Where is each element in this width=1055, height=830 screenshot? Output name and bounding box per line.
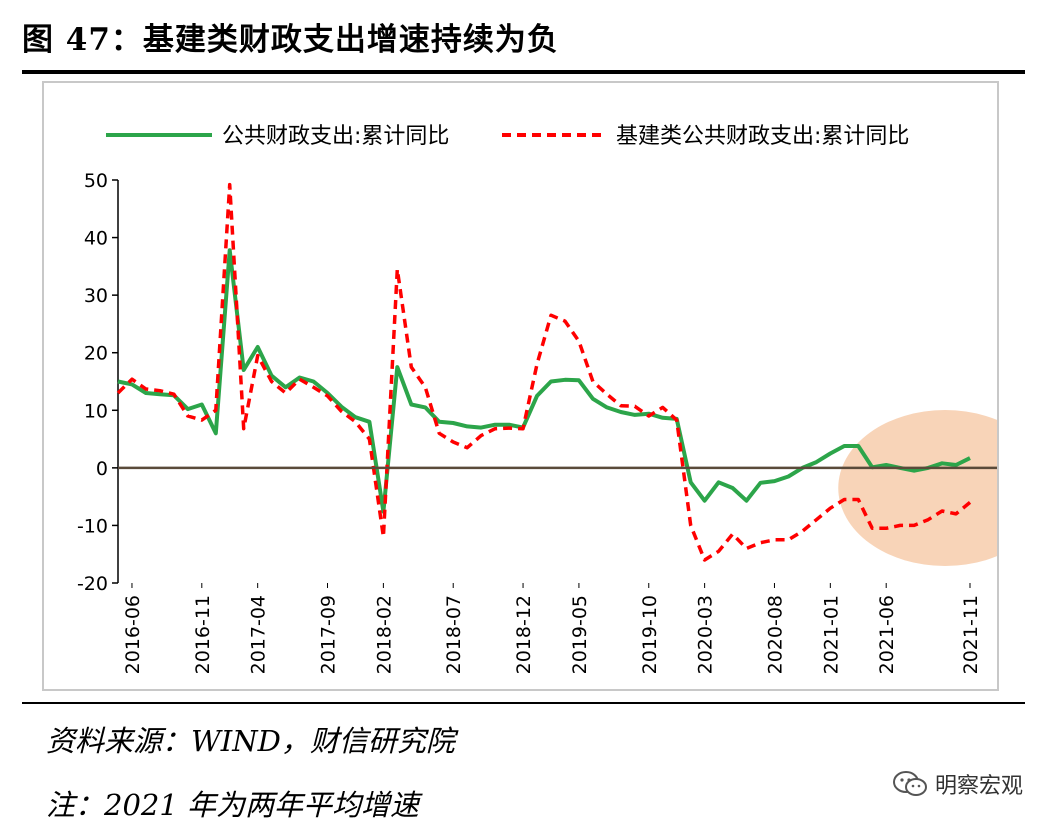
bottom-rule [22,702,1025,704]
series-line-1 [117,248,971,514]
title-rule [22,70,1025,74]
series-line-2 [116,182,972,562]
x-tick-label: 2021-11 [960,595,982,674]
figure-title: 图 47：基建类财政支出增速持续为负 [22,22,559,58]
x-tick-label: 2016-11 [192,595,214,674]
legend-label-1: 公共财政支出:累计同比 [222,124,449,149]
x-tick-label: 2020-03 [695,595,717,674]
x-tick-label: 2020-08 [764,595,786,674]
line-chart: 公共财政支出:累计同比 基建类公共财政支出:累计同比 50 40 30 20 10 0 -10… [77,124,1052,674]
watermark: 明察宏观 [891,768,1023,800]
x-tick-label: 2017-04 [248,595,270,674]
x-tick-label: 2021-01 [820,595,842,674]
x-tick-label: 2018-12 [513,595,535,674]
y-tick-label: 20 [84,343,108,365]
chart-frame: 公共财政支出:累计同比 基建类公共财政支出:累计同比 50 40 30 20 10 0 -10… [42,81,1052,691]
wechat-icon [892,771,927,796]
y-tick-label: -20 [77,573,108,595]
y-tick-label: 40 [84,228,108,250]
x-tick-label: 2019-10 [639,595,661,674]
source-note: 资料来源：WIND，财信研究院 [46,724,455,758]
y-tick-label: -10 [77,515,108,537]
legend-label-2: 基建类公共财政支出:累计同比 [616,124,909,149]
footnote: 注：2021 年为两年平均增速 [46,788,420,822]
y-tick-label: 10 [84,400,108,422]
y-tick-label: 0 [96,458,108,480]
x-tick-label: 2019-05 [569,595,591,674]
watermark-label: 明察宏观 [934,774,1023,799]
y-tick-label: 50 [84,170,108,192]
x-tick-label: 2018-07 [443,595,465,674]
y-tick-label: 30 [84,285,108,307]
x-tick-label: 2021-06 [876,595,898,674]
highlight-ellipse [838,410,1052,567]
x-tick-label: 2017-09 [318,595,340,674]
x-tick-label: 2016-06 [122,595,144,674]
x-tick-label: 2018-02 [373,595,395,674]
